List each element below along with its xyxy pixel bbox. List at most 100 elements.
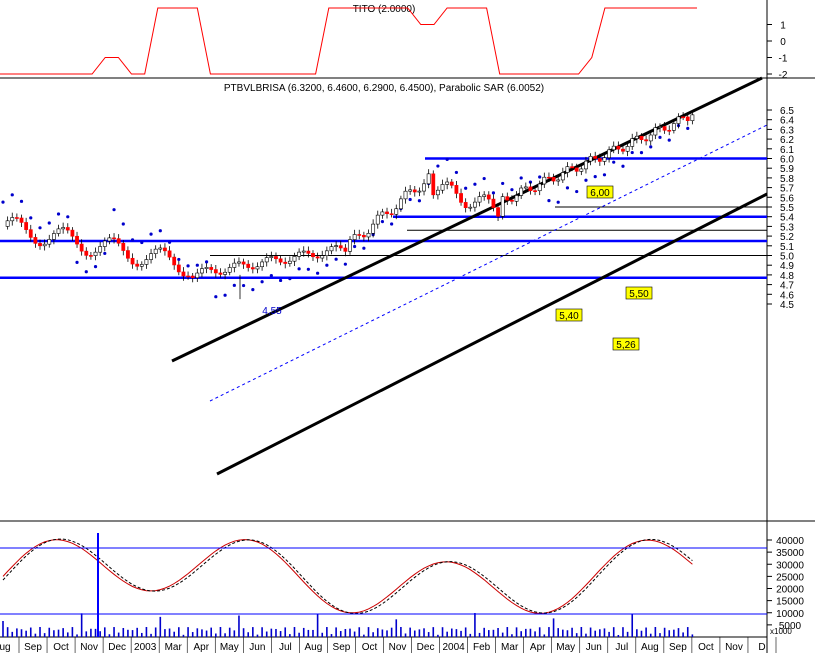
- price-tick-label: 6.5: [780, 106, 794, 117]
- volume-bar: [446, 631, 448, 637]
- candle-body: [42, 243, 47, 247]
- candle-body: [445, 181, 450, 185]
- candle-body: [422, 183, 426, 192]
- volume-bar: [492, 629, 495, 637]
- volume-bar: [53, 630, 55, 637]
- volume-bar: [242, 628, 245, 637]
- x-axis-label: Mar: [501, 642, 519, 653]
- candle-body: [593, 155, 598, 159]
- volume-bar: [6, 627, 9, 637]
- volume-bar: [450, 628, 453, 637]
- price-tick-labels: 6.56.46.36.26.16.05.95.85.75.65.55.45.35…: [767, 106, 794, 311]
- volume-tick-label: 10000: [776, 609, 804, 620]
- candle-body: [408, 189, 413, 192]
- candle-body: [163, 247, 167, 252]
- volume-bar: [191, 632, 194, 637]
- volume-bar: [103, 627, 106, 637]
- sar-dot: [186, 264, 190, 268]
- price-tick-label: 5.3: [780, 222, 794, 233]
- candle-body: [311, 253, 315, 258]
- volume-bar: [659, 633, 661, 637]
- sar-dot: [306, 267, 310, 271]
- volume-bars: [2, 613, 694, 637]
- candle-body: [551, 177, 556, 182]
- candle-body: [505, 196, 510, 201]
- candle-body: [33, 237, 38, 244]
- volume-bar: [501, 632, 504, 637]
- volume-bar: [228, 627, 231, 637]
- x-axis-label: Mar: [165, 642, 183, 653]
- volume-bar: [571, 627, 573, 637]
- candle-body: [607, 149, 611, 159]
- volume-bar: [386, 630, 388, 637]
- volume-bar: [552, 618, 555, 637]
- sar-dot: [390, 222, 394, 226]
- candle-body: [630, 138, 635, 147]
- candle-body: [306, 250, 311, 254]
- volume-bar: [423, 628, 425, 637]
- x-axis-label: Oct: [362, 642, 378, 653]
- volume-bar: [16, 628, 18, 637]
- candle-body: [361, 235, 366, 238]
- candle-body: [329, 246, 334, 252]
- sar-dot: [223, 293, 227, 297]
- volume-bar: [617, 634, 620, 637]
- candle-body: [459, 193, 463, 203]
- sar-dot: [547, 199, 551, 203]
- tito-tick-label: -1: [779, 54, 788, 65]
- x-axis-label: Aug: [305, 642, 323, 653]
- volume-bar: [437, 634, 439, 637]
- candle-body: [602, 157, 607, 162]
- candle-body: [283, 261, 288, 264]
- candle-body: [394, 208, 399, 215]
- volume-tick-label: 25000: [776, 572, 804, 583]
- volume-bar: [34, 633, 37, 637]
- candle-body: [454, 185, 459, 194]
- candle-body: [51, 233, 56, 240]
- volume-bar: [154, 627, 157, 637]
- candle-body: [139, 264, 144, 267]
- sar-dot: [593, 174, 597, 179]
- volume-bar: [363, 634, 365, 637]
- sar-dot: [112, 208, 116, 212]
- price-tick-label: 4.8: [780, 271, 794, 282]
- volume-bar: [145, 627, 148, 637]
- candle-body: [130, 257, 135, 265]
- horizontal-levels: [0, 157, 767, 280]
- sar-dot: [501, 181, 505, 186]
- price-tick-label: 5.1: [780, 242, 794, 253]
- x-axis: ug Sep Oct Nov Dec 2003 Mar Apr May Jun Jul Aug Sep O…: [0, 637, 777, 653]
- volume-bar: [497, 628, 499, 637]
- volume-bar: [122, 628, 125, 637]
- candle-body: [560, 172, 565, 181]
- volume-bar: [372, 632, 374, 637]
- candle-body: [176, 264, 181, 273]
- candle-body: [167, 250, 172, 258]
- candle-body: [107, 237, 112, 242]
- sar-dot: [279, 278, 283, 283]
- volume-bar: [2, 621, 4, 637]
- sar-dot: [686, 126, 690, 130]
- volume-bar: [557, 628, 559, 637]
- sar-dot: [103, 251, 107, 256]
- x-axis-label: Feb: [473, 642, 491, 653]
- volume-bar: [395, 619, 398, 637]
- candle-body: [264, 257, 269, 263]
- volume-bar: [636, 629, 638, 637]
- candle-body: [634, 135, 639, 139]
- volume-bar: [566, 630, 569, 637]
- sar-dot: [334, 257, 338, 261]
- volume-bar: [543, 634, 546, 637]
- sar-dot: [575, 189, 579, 194]
- candle-body: [690, 114, 695, 121]
- sar-dot: [491, 191, 496, 195]
- sar-dot: [584, 178, 588, 182]
- candle-body: [200, 268, 204, 274]
- candle-body: [75, 235, 79, 245]
- candle-body: [135, 263, 140, 267]
- candle-body: [255, 266, 260, 270]
- candle-body: [500, 196, 505, 217]
- sar-dot: [93, 264, 98, 269]
- volume-bar: [210, 627, 212, 637]
